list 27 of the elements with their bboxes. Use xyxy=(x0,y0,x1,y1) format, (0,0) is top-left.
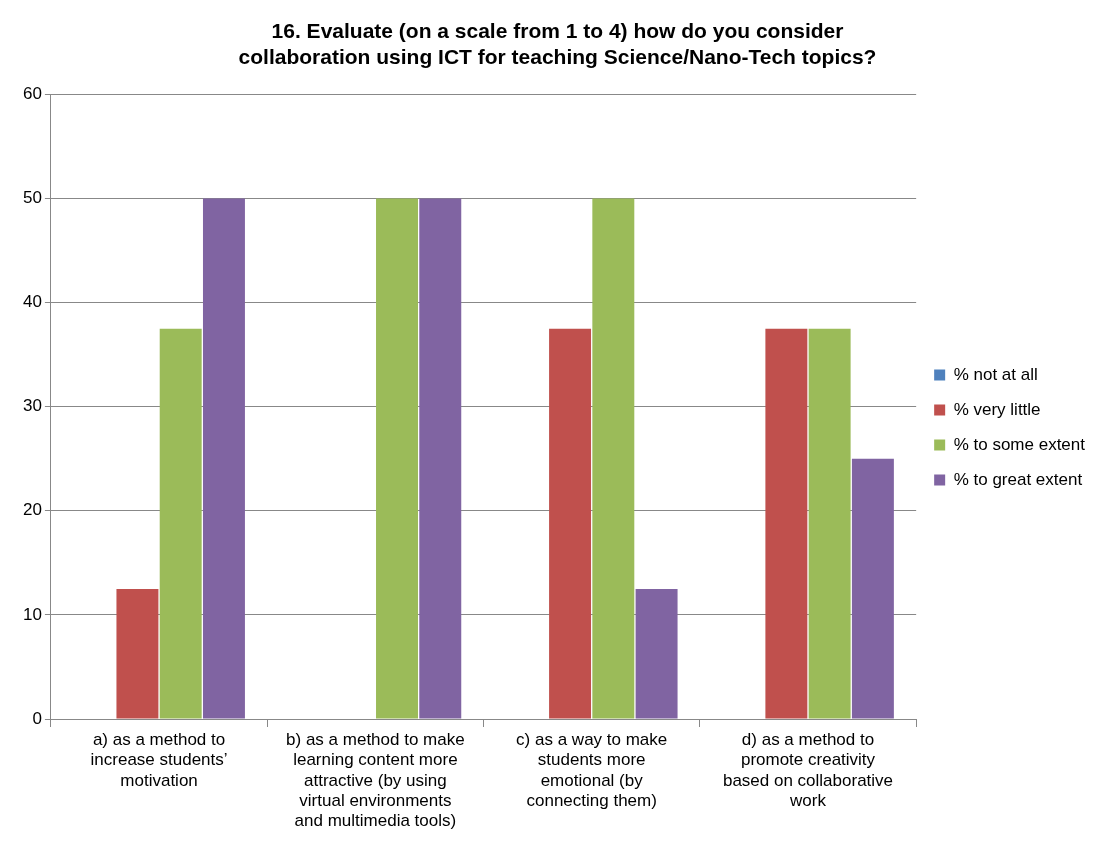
legend-label: % to some extent xyxy=(953,434,1086,454)
chart-title: 16. Evaluate (on a scale from 1 to 4) how do you consider collaboration using ICT for teaching Science/Nano-Tech topics? xyxy=(238,19,877,68)
bar xyxy=(808,328,851,719)
y-tick-label: 20 xyxy=(22,500,42,520)
bar xyxy=(549,328,592,719)
bar xyxy=(765,328,808,719)
bar xyxy=(202,198,245,719)
bar xyxy=(419,198,462,719)
y-tick-label: 0 xyxy=(32,708,42,728)
bar xyxy=(376,198,418,719)
x-tick-label: a) as a method to increase students’ motivation xyxy=(90,729,228,790)
y-tick-label: 30 xyxy=(22,396,42,416)
bar xyxy=(592,198,635,719)
x-tick-label: b) as a method to make learning content more attractive (by using virtual environments and multimedia tools) xyxy=(286,729,465,831)
y-tick-label: 60 xyxy=(22,84,42,104)
legend-label: % to great extent xyxy=(953,469,1083,489)
bar xyxy=(159,328,202,719)
bar xyxy=(851,458,894,719)
bar xyxy=(635,588,678,719)
legend-label: % very little xyxy=(953,399,1041,419)
y-tick-label: 10 xyxy=(22,604,42,624)
bar xyxy=(116,588,159,719)
x-tick-label: c) as a way to make students more emotional (by connecting them) xyxy=(516,729,668,811)
x-tick-label: d) as a method to promote creativity based on collaborative work xyxy=(722,729,894,811)
y-tick-label: 40 xyxy=(22,292,42,312)
y-tick-label: 50 xyxy=(22,188,42,208)
legend-label: % not at all xyxy=(953,364,1038,384)
